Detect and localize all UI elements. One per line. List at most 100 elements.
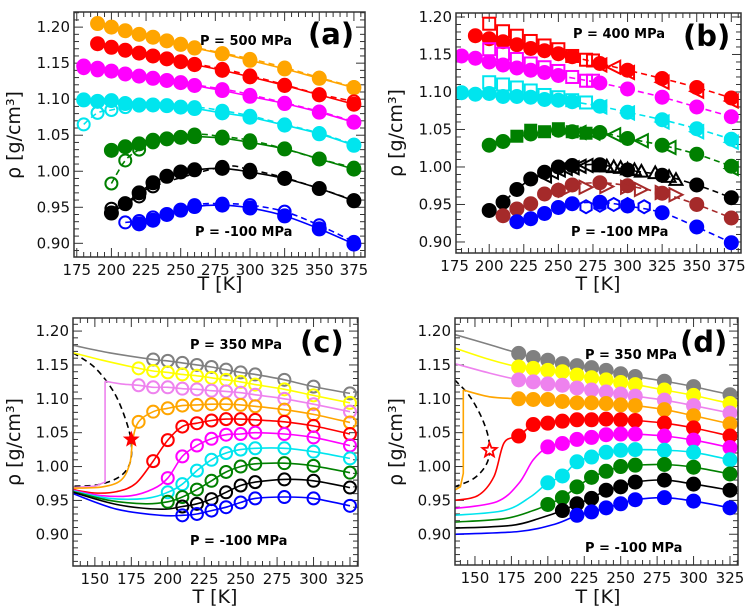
open-tri-right-marker bbox=[599, 178, 616, 195]
panel-label: (d) bbox=[680, 325, 727, 359]
circle-marker bbox=[656, 428, 672, 444]
circle-marker bbox=[509, 201, 525, 217]
open-circle-marker bbox=[189, 357, 204, 372]
circle-marker bbox=[540, 496, 556, 512]
series-markers bbox=[540, 456, 738, 512]
open-circle-marker bbox=[277, 141, 292, 156]
open-square-marker bbox=[551, 90, 566, 105]
circle-marker bbox=[686, 459, 702, 475]
y-tick-label: 1.15 bbox=[36, 356, 69, 374]
open-hexagon-marker bbox=[593, 197, 607, 213]
circle-marker bbox=[117, 23, 133, 39]
open-circle-marker bbox=[131, 378, 146, 393]
series-markers bbox=[511, 391, 738, 432]
circle-marker bbox=[613, 426, 629, 442]
series-markers bbox=[104, 159, 361, 216]
open-square-marker bbox=[482, 75, 497, 90]
x-tick-label: 175 bbox=[62, 261, 91, 279]
open-square-marker bbox=[496, 77, 511, 92]
open-tri-left-marker bbox=[556, 160, 573, 177]
y-tick-label: 1.20 bbox=[37, 18, 70, 36]
circle-marker bbox=[103, 205, 119, 221]
circle-marker bbox=[311, 221, 327, 237]
circle-marker bbox=[131, 68, 147, 84]
circle-marker bbox=[159, 131, 175, 147]
series-markers bbox=[175, 472, 357, 514]
series-markers bbox=[557, 178, 685, 203]
open-tri-left-marker bbox=[591, 98, 608, 116]
x-tick-label: 200 bbox=[153, 570, 182, 588]
tick-marks bbox=[456, 13, 741, 253]
x-tick-label: 175 bbox=[117, 570, 146, 588]
circle-marker bbox=[584, 429, 600, 445]
open-tri-left-marker bbox=[584, 125, 601, 142]
tick-marks bbox=[74, 12, 365, 257]
open-tri-up-marker bbox=[633, 162, 650, 178]
circle-marker bbox=[686, 493, 702, 509]
open-square-marker bbox=[509, 80, 524, 95]
circle-marker bbox=[131, 26, 147, 42]
series-markers bbox=[104, 127, 361, 191]
circle-marker bbox=[598, 411, 614, 427]
open-tri-left-marker bbox=[577, 157, 594, 174]
y-tick-label: 0.90 bbox=[36, 525, 69, 543]
series-markers bbox=[175, 490, 357, 523]
open-circle-marker bbox=[342, 465, 357, 480]
open-circle-marker bbox=[306, 491, 321, 506]
open-tri-left-marker bbox=[591, 56, 608, 74]
open-circle-marker bbox=[233, 459, 248, 474]
open-circle-marker bbox=[219, 427, 234, 442]
open-square-marker bbox=[551, 42, 566, 57]
circle-marker bbox=[627, 457, 643, 473]
open-circle-marker bbox=[346, 114, 361, 129]
circle-marker bbox=[523, 211, 539, 227]
circle-marker bbox=[598, 463, 614, 479]
open-circle-marker bbox=[175, 367, 190, 382]
y-tick-label: 1.20 bbox=[36, 322, 69, 340]
open-tri-left-marker bbox=[722, 92, 739, 110]
series-markers bbox=[173, 36, 361, 94]
circle-marker bbox=[584, 449, 600, 465]
open-circle-marker bbox=[248, 456, 263, 471]
open-circle-marker bbox=[160, 494, 175, 509]
series-line bbox=[73, 431, 351, 498]
open-circle-marker bbox=[242, 51, 257, 66]
open-circle-marker bbox=[160, 471, 175, 486]
open-circle-marker bbox=[204, 383, 219, 398]
circle-marker bbox=[509, 181, 525, 197]
circle-marker bbox=[584, 469, 600, 485]
open-circle-marker bbox=[346, 137, 361, 152]
panel-label: (a) bbox=[308, 17, 354, 51]
circle-marker bbox=[627, 492, 643, 508]
open-circle-marker bbox=[219, 500, 234, 515]
circle-marker bbox=[525, 417, 541, 433]
x-tick-label: 300 bbox=[299, 570, 328, 588]
circle-marker bbox=[654, 205, 670, 221]
circle-marker bbox=[584, 395, 600, 411]
circle-marker bbox=[117, 42, 133, 58]
circle-marker bbox=[145, 97, 161, 113]
open-circle-marker bbox=[90, 63, 105, 78]
series-markers bbox=[76, 98, 361, 152]
circle-marker bbox=[569, 507, 585, 523]
open-circle-marker bbox=[242, 162, 257, 177]
open-circle-marker bbox=[242, 133, 257, 148]
circle-marker bbox=[554, 377, 570, 393]
open-circle-marker bbox=[277, 441, 292, 456]
open-circle-marker bbox=[277, 117, 292, 132]
open-circle-marker bbox=[76, 117, 91, 132]
circle-marker bbox=[689, 146, 705, 162]
open-tri-right-marker bbox=[633, 181, 651, 198]
open-circle-marker bbox=[248, 399, 263, 414]
panel-a: 175 200 225 250 275 300 325 350 375 0.90 0.95 1.00 1… bbox=[3, 11, 368, 295]
open-circle-marker bbox=[219, 446, 234, 461]
open-circle-marker bbox=[233, 412, 248, 427]
open-circle-marker bbox=[248, 441, 263, 456]
circle-marker bbox=[173, 99, 189, 115]
open-circle-marker bbox=[145, 210, 160, 225]
open-circle-marker bbox=[215, 46, 230, 61]
open-square-marker bbox=[509, 51, 524, 66]
square-marker bbox=[538, 125, 552, 139]
circle-marker bbox=[598, 500, 614, 516]
open-circle-marker bbox=[312, 87, 327, 102]
